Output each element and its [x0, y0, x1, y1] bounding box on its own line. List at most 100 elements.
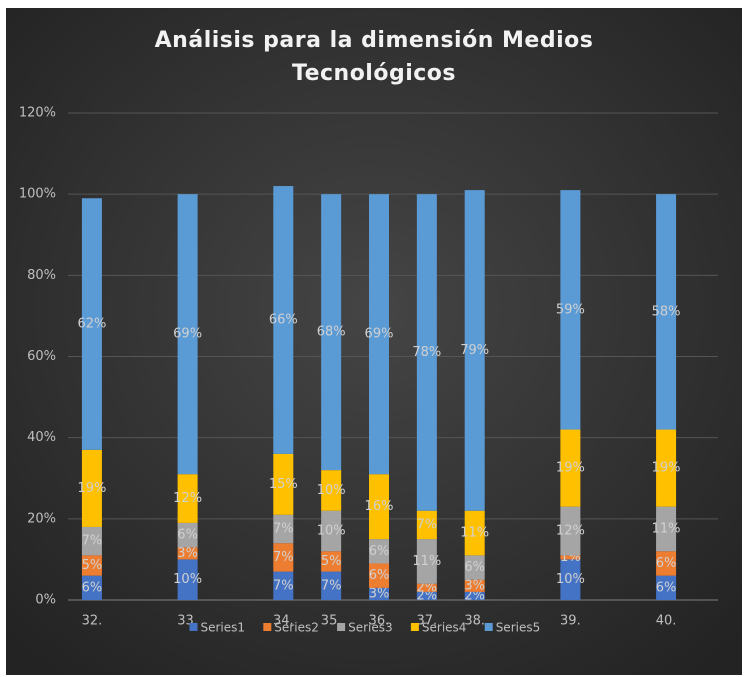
- data-label: 59%: [556, 302, 585, 317]
- legend-label: Series3: [348, 621, 393, 635]
- bar-segment: [81, 575, 102, 600]
- legend-swatch: [410, 623, 419, 631]
- data-label: 6%: [369, 544, 390, 559]
- bar-segment: [273, 571, 294, 600]
- bar-segment: [560, 190, 581, 430]
- data-label: 7%: [82, 534, 103, 549]
- legend-label: Series4: [422, 621, 467, 635]
- data-label: 6%: [656, 580, 677, 595]
- bar-segment: [81, 555, 102, 576]
- legend-label: Series5: [496, 621, 541, 635]
- bar-segment: [321, 194, 342, 471]
- data-label: 6%: [656, 556, 677, 571]
- bar-segment: [369, 194, 389, 475]
- data-label: 12%: [173, 491, 202, 506]
- bar-segment: [321, 551, 342, 572]
- y-tick-label: 20%: [27, 511, 56, 526]
- bar-segment: [656, 575, 677, 600]
- bar-segment: [273, 543, 294, 572]
- data-label: 7%: [273, 521, 294, 536]
- x-tick-label: 32.: [82, 614, 103, 629]
- data-label: 2%: [464, 588, 485, 603]
- data-label: 10%: [173, 572, 202, 587]
- y-tick-label: 120%: [19, 106, 56, 121]
- bar-segment: [369, 474, 389, 540]
- x-tick-label: 38.: [464, 614, 485, 629]
- data-label: 66%: [269, 312, 298, 327]
- bar-segment: [321, 571, 342, 600]
- x-tick-label: 39.: [560, 614, 581, 629]
- bar-segment: [416, 539, 437, 584]
- data-label: 19%: [556, 461, 585, 476]
- data-label: 6%: [369, 568, 390, 583]
- data-label: 7%: [321, 578, 342, 593]
- bar-segment: [416, 510, 437, 540]
- bar-segment: [81, 526, 102, 556]
- bar-segment: [656, 194, 677, 430]
- bar-segment: [177, 194, 198, 475]
- bar-segment: [81, 449, 102, 527]
- data-label: 5%: [82, 558, 103, 573]
- y-tick-label: 100%: [19, 187, 56, 202]
- bar-segment: [177, 474, 198, 523]
- data-label: 2%: [417, 580, 438, 595]
- bar-segment: [177, 547, 198, 560]
- bar-segment: [81, 198, 102, 450]
- bar-segment: [464, 510, 485, 556]
- data-label: 11%: [412, 554, 441, 569]
- bar-segment: [273, 514, 294, 544]
- bar-segment: [273, 186, 294, 454]
- bar-segment: [656, 429, 677, 507]
- data-label: 6%: [177, 528, 198, 543]
- bar-segment: [416, 583, 437, 592]
- data-label: 62%: [77, 317, 106, 332]
- data-label: 6%: [82, 580, 103, 595]
- data-label: 69%: [365, 327, 394, 342]
- data-label: 10%: [317, 524, 346, 539]
- data-label: 78%: [412, 345, 441, 360]
- data-label: 2%: [417, 588, 438, 603]
- data-label: 15%: [269, 477, 298, 492]
- bar-segment: [273, 453, 294, 515]
- data-label: 10%: [317, 483, 346, 498]
- legend-swatch: [337, 623, 346, 631]
- bar-segment: [560, 429, 581, 507]
- y-tick-label: 60%: [27, 349, 56, 364]
- data-label: 10%: [556, 572, 585, 587]
- data-label: 5%: [321, 554, 342, 569]
- data-label: 12%: [556, 524, 585, 539]
- y-tick-label: 0%: [35, 593, 56, 608]
- bar-segment: [560, 559, 581, 600]
- data-label: 6%: [464, 560, 485, 575]
- bar-segment: [464, 555, 485, 580]
- data-label: 19%: [652, 461, 681, 476]
- x-tick-label: 37.: [417, 614, 438, 629]
- legend-swatch: [189, 623, 198, 631]
- bar-segment: [656, 551, 677, 576]
- data-label: 11%: [460, 526, 489, 541]
- bar-segment: [321, 470, 342, 511]
- chart-title: Análisis para la dimensión Medios Tecnol…: [154, 28, 594, 86]
- bar-segment: [177, 522, 198, 548]
- data-label: 7%: [273, 550, 294, 565]
- bar-segment: [560, 506, 581, 556]
- data-label: 3%: [369, 586, 390, 601]
- bar-segment: [369, 587, 389, 600]
- data-label: 58%: [652, 304, 681, 319]
- bar-segment: [369, 563, 389, 588]
- legend-label: Series1: [201, 621, 246, 635]
- data-label: 19%: [77, 481, 106, 496]
- bar-segment: [464, 190, 485, 511]
- x-tick-label: 34.: [273, 614, 294, 629]
- data-label: 11%: [652, 521, 681, 536]
- data-label: 7%: [417, 517, 438, 532]
- data-label: 79%: [460, 343, 489, 358]
- legend-label: Series2: [274, 621, 319, 635]
- legend-swatch: [484, 623, 493, 631]
- bar-segment: [369, 539, 389, 564]
- x-tick-label: 40.: [656, 614, 677, 629]
- data-label: 7%: [273, 578, 294, 593]
- bar-segment: [416, 591, 437, 600]
- data-label: 3%: [464, 578, 485, 593]
